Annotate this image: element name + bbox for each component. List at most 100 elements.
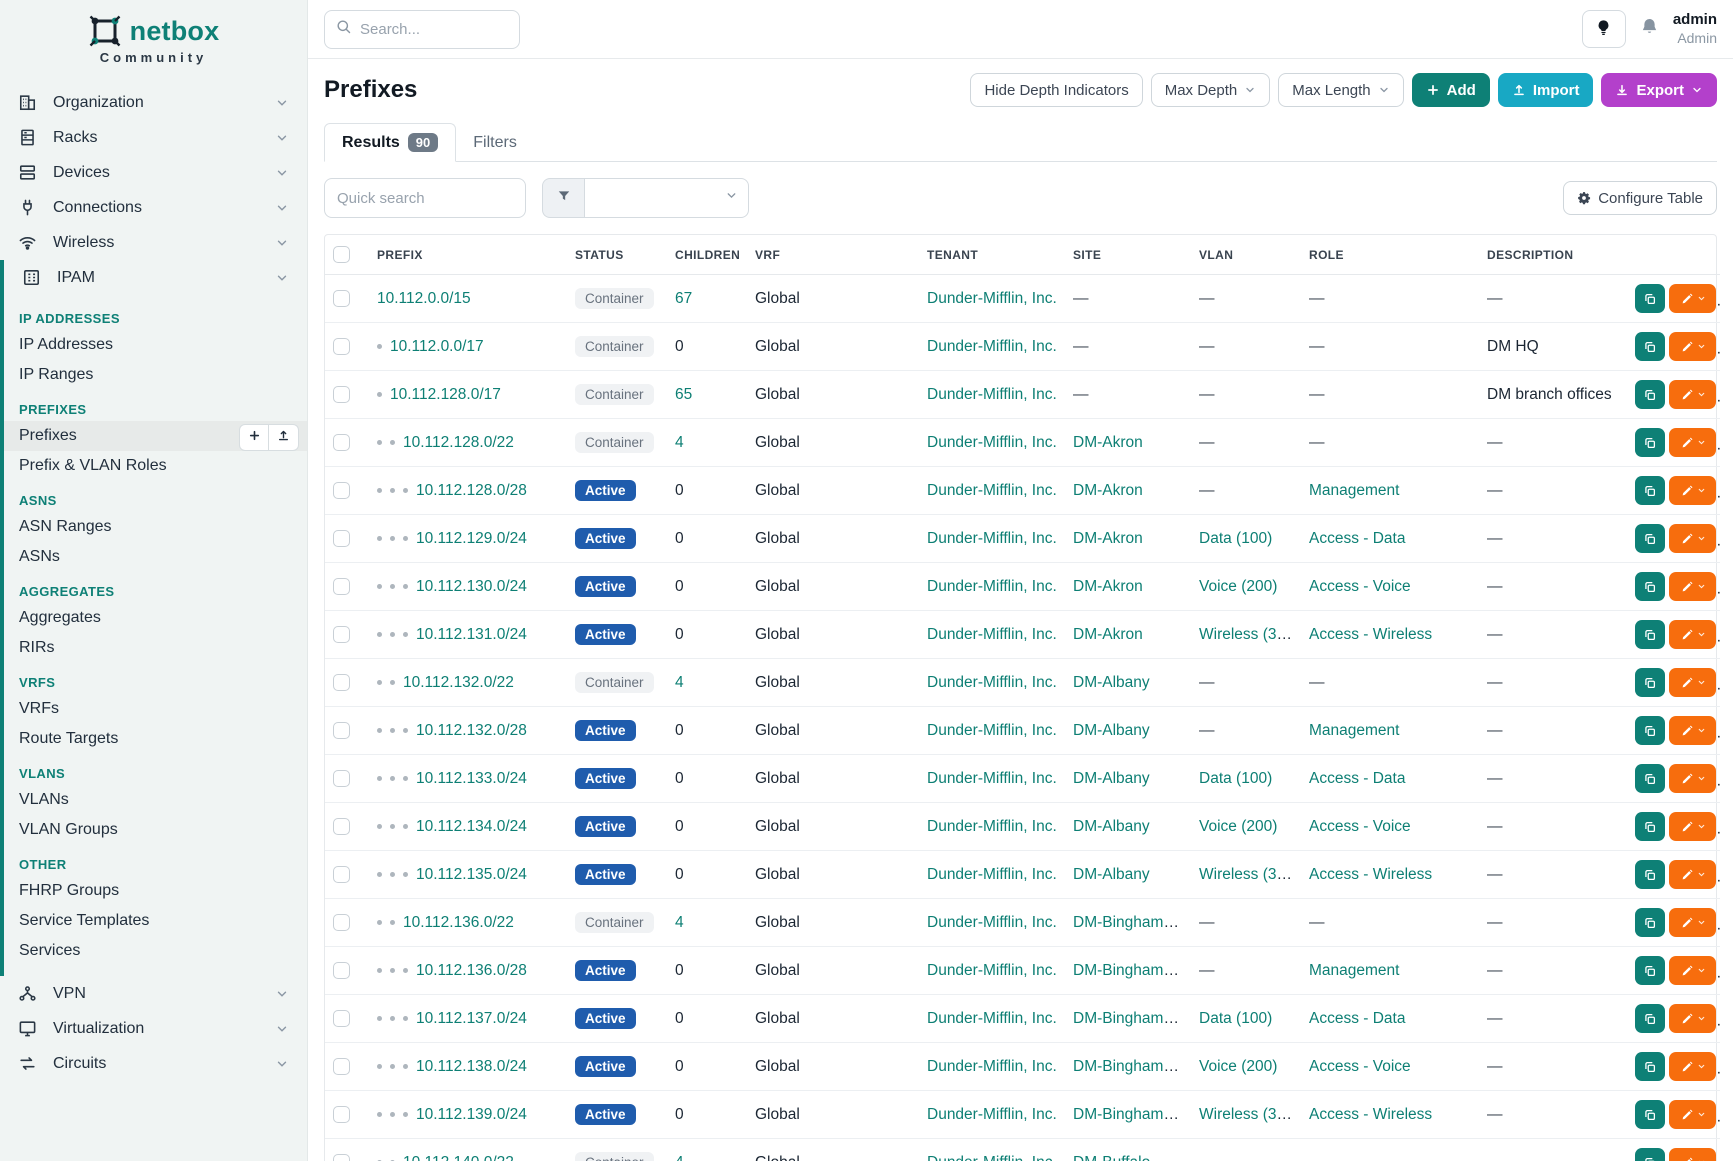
max-depth-dropdown[interactable]: Max Depth bbox=[1150, 73, 1271, 107]
prefix-link[interactable]: 10.112.132.0/28 bbox=[416, 721, 527, 739]
row-checkbox[interactable] bbox=[333, 289, 350, 307]
column-header-vlan[interactable]: VLAN bbox=[1191, 235, 1301, 275]
edit-dropdown-button[interactable] bbox=[1669, 284, 1716, 313]
hide-depth-indicators-button[interactable]: Hide Depth Indicators bbox=[970, 73, 1143, 107]
sidebar-item-connections[interactable]: Connections bbox=[0, 190, 307, 225]
site-link[interactable]: DM-Binghamton bbox=[1073, 913, 1185, 931]
sidebar-item-route-targets[interactable]: Route Targets bbox=[4, 724, 307, 754]
site-link[interactable]: DM-Binghamton bbox=[1073, 961, 1185, 979]
export-dropdown[interactable]: Export bbox=[1601, 73, 1717, 107]
global-search[interactable] bbox=[324, 9, 520, 49]
tenant-link[interactable]: Dunder-Mifflin, Inc. bbox=[927, 961, 1057, 979]
column-header-status[interactable]: STATUS bbox=[567, 235, 667, 275]
row-checkbox[interactable] bbox=[333, 433, 350, 451]
edit-dropdown-button[interactable] bbox=[1669, 908, 1716, 937]
sidebar-item-prefix-vlan-roles[interactable]: Prefix & VLAN Roles bbox=[4, 451, 307, 481]
clone-button[interactable] bbox=[1635, 476, 1665, 505]
row-checkbox[interactable] bbox=[333, 769, 350, 787]
tenant-link[interactable]: Dunder-Mifflin, Inc. bbox=[927, 769, 1057, 787]
import-button[interactable]: Import bbox=[1497, 73, 1594, 107]
tenant-link[interactable]: Dunder-Mifflin, Inc. bbox=[927, 721, 1057, 739]
edit-dropdown-button[interactable] bbox=[1669, 812, 1716, 841]
clone-button[interactable] bbox=[1635, 764, 1665, 793]
children-link[interactable]: 4 bbox=[675, 433, 684, 451]
role-link[interactable]: Access - Wireless bbox=[1309, 625, 1433, 643]
saved-filter-select[interactable] bbox=[584, 178, 749, 218]
children-link[interactable]: 4 bbox=[675, 1154, 684, 1161]
site-link[interactable]: DM-Akron bbox=[1073, 529, 1143, 547]
sidebar-item-vlan-groups[interactable]: VLAN Groups bbox=[4, 815, 307, 845]
site-link[interactable]: DM-Albany bbox=[1073, 673, 1150, 691]
site-link[interactable]: DM-Albany bbox=[1073, 817, 1150, 835]
edit-dropdown-button[interactable] bbox=[1669, 1148, 1716, 1161]
edit-dropdown-button[interactable] bbox=[1669, 668, 1716, 697]
clone-button[interactable] bbox=[1635, 668, 1665, 697]
sidebar-item-organization[interactable]: Organization bbox=[0, 85, 307, 120]
sidebar-item-devices[interactable]: Devices bbox=[0, 155, 307, 190]
tenant-link[interactable]: Dunder-Mifflin, Inc. bbox=[927, 385, 1057, 403]
row-checkbox[interactable] bbox=[333, 577, 350, 595]
tenant-link[interactable]: Dunder-Mifflin, Inc. bbox=[927, 1057, 1057, 1075]
children-link[interactable]: 65 bbox=[675, 385, 693, 403]
role-link[interactable]: Access - Voice bbox=[1309, 1057, 1411, 1075]
site-link[interactable]: DM-Binghamton bbox=[1073, 1057, 1185, 1075]
clone-button[interactable] bbox=[1635, 812, 1665, 841]
role-link[interactable]: Management bbox=[1309, 721, 1400, 739]
configure-table-button[interactable]: Configure Table bbox=[1563, 181, 1717, 215]
clone-button[interactable] bbox=[1635, 860, 1665, 889]
sidebar-item-service-templates[interactable]: Service Templates bbox=[4, 906, 307, 936]
theme-toggle-button[interactable] bbox=[1581, 10, 1626, 48]
role-link[interactable]: Access - Data bbox=[1309, 769, 1406, 787]
vlan-link[interactable]: Voice (200) bbox=[1199, 577, 1278, 595]
edit-dropdown-button[interactable] bbox=[1669, 620, 1716, 649]
row-checkbox[interactable] bbox=[333, 865, 350, 883]
prefix-link[interactable]: 10.112.134.0/24 bbox=[416, 817, 527, 835]
role-link[interactable]: Access - Data bbox=[1309, 529, 1406, 547]
role-link[interactable]: Access - Wireless bbox=[1309, 1105, 1433, 1123]
tab-filters[interactable]: Filters bbox=[473, 134, 517, 151]
sidebar-item-services[interactable]: Services bbox=[4, 936, 307, 966]
tab-results[interactable]: Results 90 bbox=[324, 123, 457, 162]
tenant-link[interactable]: Dunder-Mifflin, Inc. bbox=[927, 433, 1057, 451]
sidebar-item-ip-ranges[interactable]: IP Ranges bbox=[4, 360, 307, 390]
children-link[interactable]: 4 bbox=[675, 673, 684, 691]
prefix-link[interactable]: 10.112.128.0/17 bbox=[390, 385, 501, 403]
edit-dropdown-button[interactable] bbox=[1669, 1100, 1716, 1129]
tenant-link[interactable]: Dunder-Mifflin, Inc. bbox=[927, 625, 1057, 643]
row-checkbox[interactable] bbox=[333, 337, 350, 355]
sidebar-item-virtualization[interactable]: Virtualization bbox=[0, 1011, 307, 1046]
role-link[interactable]: Management bbox=[1309, 961, 1400, 979]
clone-button[interactable] bbox=[1635, 428, 1665, 457]
sidebar-item-asns[interactable]: ASNs bbox=[4, 542, 307, 572]
prefix-link[interactable]: 10.112.138.0/24 bbox=[416, 1057, 527, 1075]
column-header-description[interactable]: DESCRIPTION bbox=[1479, 235, 1627, 275]
site-link[interactable]: DM-Albany bbox=[1073, 721, 1150, 739]
site-link[interactable]: DM-Albany bbox=[1073, 769, 1150, 787]
vlan-link[interactable]: Wireless (300) bbox=[1199, 865, 1299, 883]
quick-import-button[interactable] bbox=[269, 424, 299, 451]
filter-button[interactable] bbox=[542, 178, 584, 218]
site-link[interactable]: DM-Buffalo bbox=[1073, 1154, 1150, 1161]
column-header-tenant[interactable]: TENANT bbox=[919, 235, 1065, 275]
site-link[interactable]: DM-Akron bbox=[1073, 625, 1143, 643]
tenant-link[interactable]: Dunder-Mifflin, Inc. bbox=[927, 913, 1057, 931]
row-checkbox[interactable] bbox=[333, 721, 350, 739]
row-checkbox[interactable] bbox=[333, 529, 350, 547]
children-link[interactable]: 4 bbox=[675, 913, 684, 931]
clone-button[interactable] bbox=[1635, 908, 1665, 937]
edit-dropdown-button[interactable] bbox=[1669, 860, 1716, 889]
site-link[interactable]: DM-Akron bbox=[1073, 481, 1143, 499]
tenant-link[interactable]: Dunder-Mifflin, Inc. bbox=[927, 529, 1057, 547]
tenant-link[interactable]: Dunder-Mifflin, Inc. bbox=[927, 577, 1057, 595]
clone-button[interactable] bbox=[1635, 524, 1665, 553]
edit-dropdown-button[interactable] bbox=[1669, 428, 1716, 457]
clone-button[interactable] bbox=[1635, 380, 1665, 409]
edit-dropdown-button[interactable] bbox=[1669, 572, 1716, 601]
tenant-link[interactable]: Dunder-Mifflin, Inc. bbox=[927, 817, 1057, 835]
brand-block[interactable]: netbox Community bbox=[0, 0, 307, 71]
clone-button[interactable] bbox=[1635, 620, 1665, 649]
tenant-link[interactable]: Dunder-Mifflin, Inc. bbox=[927, 481, 1057, 499]
vlan-link[interactable]: Wireless (300) bbox=[1199, 1105, 1299, 1123]
quick-add-button[interactable] bbox=[239, 424, 269, 451]
row-checkbox[interactable] bbox=[333, 1057, 350, 1075]
